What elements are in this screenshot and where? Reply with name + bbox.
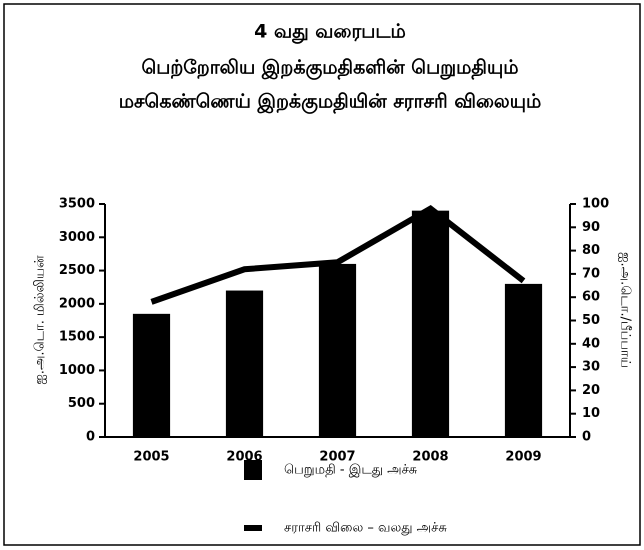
legend-swatch — [244, 460, 262, 480]
y2-tick-label: 100 — [582, 197, 609, 212]
bar — [132, 313, 171, 437]
frame — [3, 3, 641, 546]
bar — [411, 210, 450, 437]
y-tick-label: 2000 — [59, 296, 95, 311]
y-tick-label: 1500 — [59, 330, 95, 345]
y2-tick-label: 10 — [582, 406, 600, 421]
x-tick-label: 2009 — [505, 450, 541, 465]
bar — [225, 290, 264, 437]
y2-tick-label: 60 — [582, 290, 600, 305]
y2-tick-label: 80 — [582, 243, 600, 258]
y2-axis-label: ஐ.அ.டொ./பீப்பாய் — [618, 252, 633, 368]
y2-tick-label: 70 — [582, 266, 600, 281]
bar — [504, 283, 543, 437]
line — [150, 205, 526, 305]
y-axis-label: ஐ.அ.டொ. மில்லியன் — [33, 255, 48, 385]
legend-label: சராசரி விலை – வலது அச்சு — [284, 521, 447, 536]
y-tick-label: 500 — [68, 396, 95, 411]
y2-tick-label: 90 — [582, 220, 600, 235]
y-tick-label: 2500 — [59, 263, 95, 278]
chart-title: பெற்றோலிய இறக்குமதிகளின் பெறுமதியும் — [141, 57, 518, 81]
y2-tick-label: 0 — [582, 430, 591, 445]
chart-title: 4 வது வரைபடம் — [254, 21, 406, 45]
legend-swatch — [244, 525, 262, 531]
y2-tick-label: 50 — [582, 313, 600, 328]
y-tick-label: 1000 — [59, 363, 95, 378]
y2-tick-label: 20 — [582, 383, 600, 398]
x-tick-label: 2007 — [319, 450, 355, 465]
x-tick-label: 2005 — [133, 450, 169, 465]
chart-title: மசகெண்ணெய் இறக்குமதியின் சராசரி விலையும் — [119, 91, 542, 115]
x-tick-label: 2008 — [412, 450, 448, 465]
y-tick-label: 3000 — [59, 230, 95, 245]
y-tick-label: 0 — [86, 430, 95, 445]
y2-tick-label: 30 — [582, 360, 600, 375]
bar — [318, 263, 357, 437]
y2-tick-label: 40 — [582, 336, 600, 351]
legend-label: பெறுமதி - இடது அச்சு — [284, 463, 418, 478]
y-tick-label: 3500 — [59, 197, 95, 212]
